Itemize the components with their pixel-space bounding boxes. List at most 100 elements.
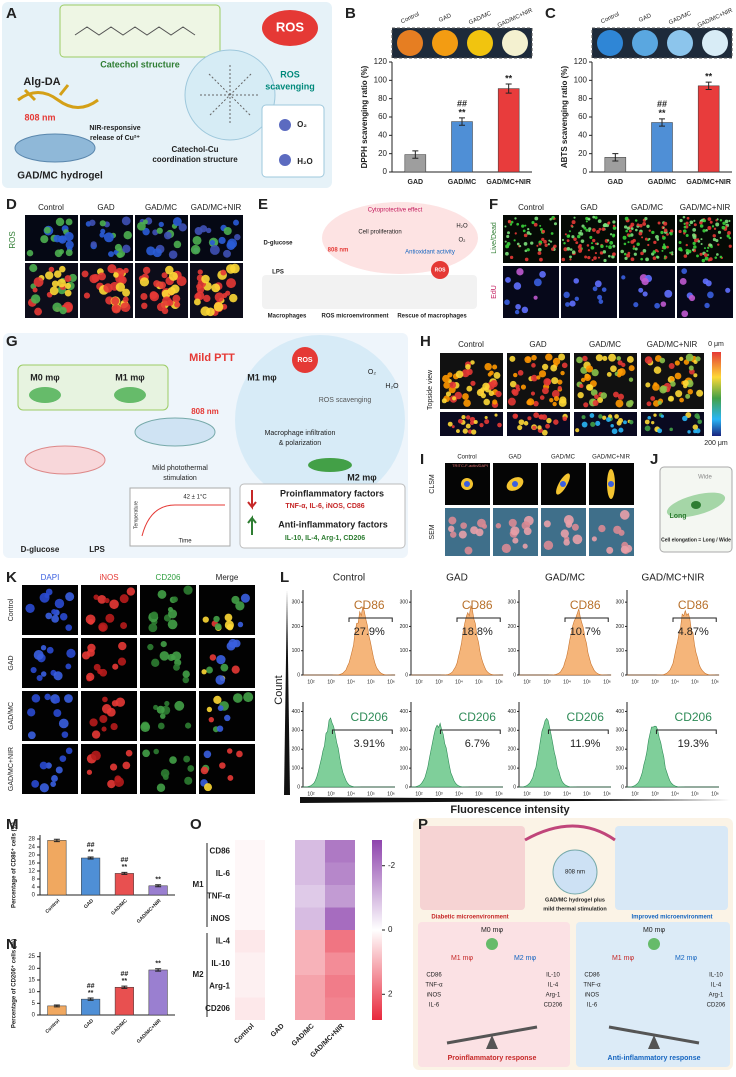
cell xyxy=(595,354,603,362)
cell xyxy=(713,227,717,230)
cell xyxy=(630,233,634,237)
cell xyxy=(660,301,667,307)
cell xyxy=(53,671,63,681)
cell xyxy=(115,282,126,292)
cell xyxy=(654,248,658,252)
improved-bg xyxy=(615,826,728,910)
colorbar-label: 2 xyxy=(388,989,393,998)
diabetic-bg xyxy=(420,826,525,910)
cell xyxy=(509,380,517,388)
row-label: IL-6 xyxy=(216,869,231,878)
y-axis-label: Percentage of CD206⁺ cells (%) xyxy=(11,939,18,1028)
cell xyxy=(510,526,520,536)
label: Mild PTT xyxy=(189,352,235,364)
panel-letter: B xyxy=(345,5,356,22)
label: GAD/MC xyxy=(145,203,177,212)
cell xyxy=(54,598,65,609)
cell xyxy=(223,249,231,258)
cell xyxy=(564,233,567,236)
cell xyxy=(102,696,108,703)
cell xyxy=(218,236,226,245)
cell xyxy=(504,299,510,306)
error-bar xyxy=(87,856,94,860)
cell xyxy=(30,294,41,304)
x-tick-label: 10⁴ xyxy=(563,679,571,685)
label: ROS xyxy=(8,231,17,248)
label: IL-10, IL-4, Arg-1, CD206 xyxy=(285,535,365,542)
cell xyxy=(64,282,72,290)
cell xyxy=(117,657,127,666)
cell xyxy=(560,529,569,538)
y-tick-label: 400 xyxy=(508,709,517,715)
cell xyxy=(706,249,709,253)
y-tick-label: 300 xyxy=(616,599,625,605)
y-tick-label: 80 xyxy=(378,94,387,103)
cell xyxy=(553,419,559,425)
cell xyxy=(520,384,527,390)
heat-cell xyxy=(295,862,325,885)
cell xyxy=(157,722,165,730)
cell xyxy=(45,612,53,620)
label: CD206 xyxy=(675,710,713,724)
cell xyxy=(621,362,626,368)
cell xyxy=(489,370,494,376)
heat-cell xyxy=(265,997,295,1020)
cell xyxy=(45,271,54,280)
cell xyxy=(725,287,731,293)
m0 xyxy=(486,938,498,950)
cell xyxy=(702,229,706,233)
label: O₂ xyxy=(368,369,376,376)
x-tick-label: 10³ xyxy=(435,791,443,797)
cell xyxy=(226,241,236,250)
cell xyxy=(679,278,687,285)
cell xyxy=(120,302,131,313)
histogram xyxy=(411,604,504,676)
cell xyxy=(626,226,630,230)
cell xyxy=(99,220,106,227)
label: Catechol-Cu xyxy=(171,145,218,154)
cell xyxy=(521,306,529,314)
cell xyxy=(542,387,549,395)
cell xyxy=(504,240,507,243)
cell xyxy=(59,306,67,315)
bar xyxy=(451,121,473,173)
y-tick-label: 400 xyxy=(616,709,625,715)
cell xyxy=(671,251,674,254)
cell xyxy=(683,225,687,229)
cell xyxy=(565,302,570,307)
cell xyxy=(553,222,557,226)
cell xyxy=(697,239,701,243)
cell xyxy=(206,666,213,674)
cell xyxy=(573,278,580,284)
cell xyxy=(209,245,220,255)
cell xyxy=(728,219,731,222)
cell xyxy=(663,228,668,233)
cell xyxy=(581,224,585,228)
cell xyxy=(26,249,34,257)
cell xyxy=(563,242,566,245)
cell xyxy=(514,232,517,235)
cell xyxy=(533,295,538,300)
cell xyxy=(223,226,232,236)
cell xyxy=(621,275,626,280)
cell xyxy=(707,217,712,221)
arrow-up xyxy=(247,515,257,535)
heat-cell xyxy=(295,930,325,953)
cell xyxy=(533,278,542,287)
cell xyxy=(165,265,174,275)
x-tick-label: GAD/MC+NIR xyxy=(486,179,531,186)
y-tick-label: 200 xyxy=(508,624,517,630)
cell xyxy=(668,395,675,402)
cell xyxy=(524,356,532,364)
cell xyxy=(591,536,597,542)
cell xyxy=(593,256,597,260)
y-tick-label: 200 xyxy=(292,624,301,630)
cell xyxy=(613,525,622,534)
cell xyxy=(162,296,172,306)
cell xyxy=(201,669,207,675)
cell xyxy=(526,231,531,235)
label: CD206 xyxy=(351,710,389,724)
cell xyxy=(585,365,594,373)
cell xyxy=(653,240,657,245)
y-tick-label: 8 xyxy=(32,877,36,883)
